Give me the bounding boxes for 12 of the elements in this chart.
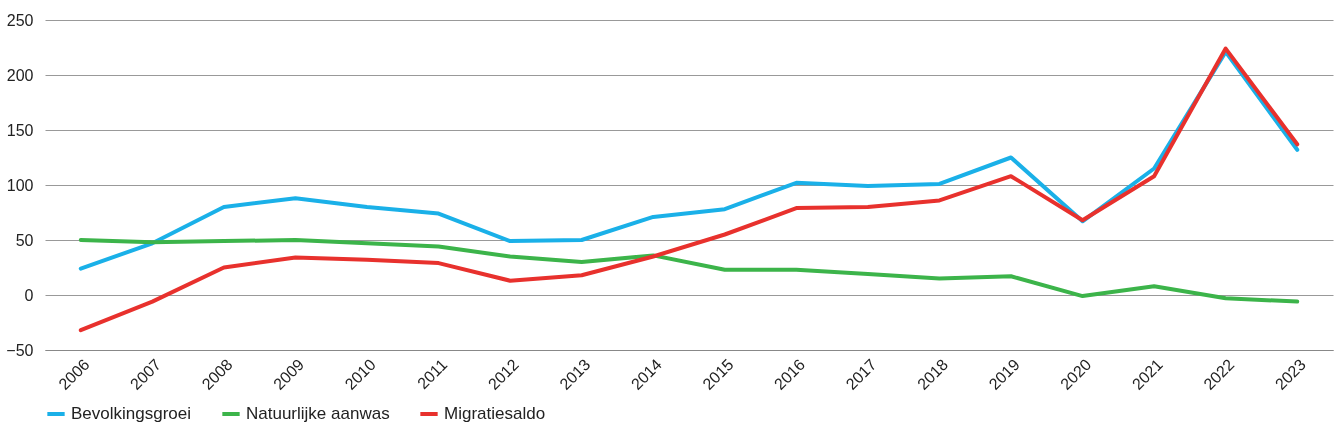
legend-label: Natuurlijke aanwas (246, 404, 390, 423)
legend-label: Bevolkingsgroei (71, 404, 192, 423)
y-tick-label: 100 (6, 176, 34, 194)
y-tick-label: −50 (6, 341, 34, 359)
line-series (78, 46, 1300, 333)
y-tick-label: 200 (6, 66, 34, 84)
y-tick-label: 0 (24, 286, 34, 304)
y-tick-label: 250 (6, 11, 34, 29)
line-series (78, 238, 1300, 304)
y-tick-label: 150 (6, 121, 34, 139)
legend-label: Migratiesaldo (444, 404, 546, 423)
y-tick-label: 50 (15, 231, 34, 249)
